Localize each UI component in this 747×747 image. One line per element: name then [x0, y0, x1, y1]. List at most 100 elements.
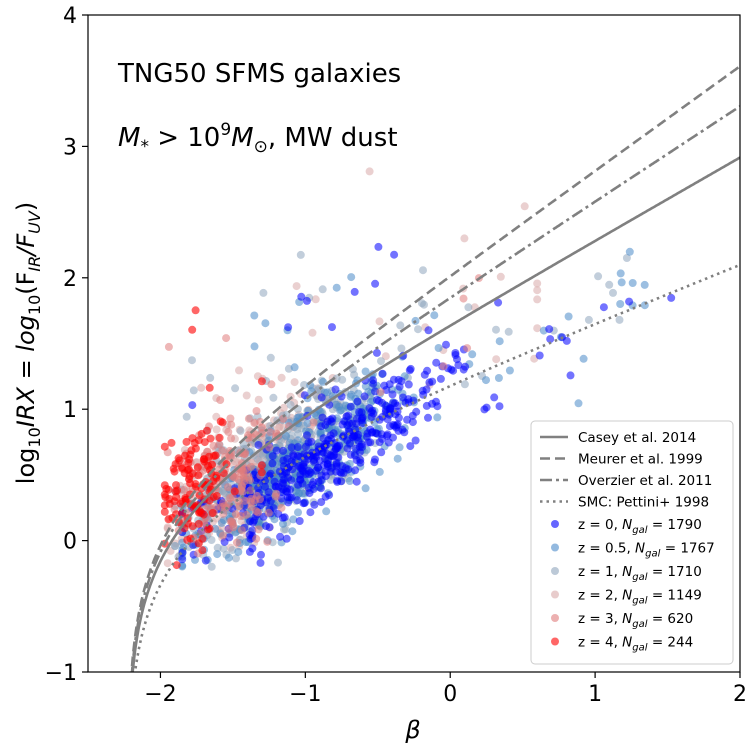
data-point	[420, 300, 428, 309]
y-tick-label: 1	[63, 398, 77, 423]
data-point	[330, 439, 339, 448]
data-point	[174, 454, 183, 463]
data-point	[272, 482, 281, 491]
data-point	[351, 425, 360, 434]
data-point	[396, 321, 405, 330]
y-tick-label: 4	[63, 4, 77, 29]
data-point	[667, 293, 676, 302]
data-point	[218, 446, 227, 455]
data-point	[495, 337, 504, 346]
data-point	[234, 547, 243, 556]
data-point	[335, 402, 343, 411]
data-point	[219, 509, 228, 518]
data-point	[496, 272, 505, 281]
data-point	[378, 369, 387, 378]
data-point	[204, 525, 212, 534]
data-point	[288, 527, 297, 536]
data-point	[254, 441, 263, 449]
data-point	[386, 403, 395, 412]
data-point	[397, 377, 406, 386]
data-point	[172, 481, 180, 490]
data-point	[308, 328, 317, 337]
data-point	[579, 354, 588, 363]
data-point	[295, 517, 304, 525]
y-tick-label: 3	[63, 135, 77, 160]
x-tick-label: −1	[289, 682, 321, 707]
data-point	[163, 559, 172, 568]
data-point	[404, 380, 413, 389]
legend-line-label: Casey et al. 2014	[578, 430, 696, 446]
data-point	[432, 358, 441, 367]
data-point	[411, 436, 420, 445]
data-point	[317, 498, 326, 507]
data-point	[365, 167, 374, 176]
data-point	[451, 349, 460, 357]
data-point	[212, 425, 221, 434]
data-point	[207, 562, 216, 571]
data-point	[205, 383, 214, 392]
data-point	[272, 446, 281, 455]
data-point	[208, 509, 217, 517]
data-point	[380, 381, 389, 390]
data-point	[266, 428, 275, 437]
data-point	[460, 234, 469, 243]
data-point	[235, 502, 244, 511]
data-point	[248, 526, 257, 535]
data-point	[284, 323, 293, 332]
data-point	[261, 319, 270, 328]
data-point	[383, 430, 392, 439]
data-point	[224, 427, 233, 436]
data-point	[254, 525, 263, 534]
relation-line	[133, 263, 740, 672]
data-point	[332, 467, 341, 476]
data-point	[188, 469, 197, 478]
data-point	[164, 342, 173, 351]
data-point	[318, 413, 327, 422]
data-point	[225, 452, 234, 461]
data-point	[320, 460, 328, 469]
data-point	[428, 377, 437, 386]
legend-marker	[551, 590, 559, 599]
data-point	[594, 272, 603, 281]
data-point	[290, 378, 299, 387]
data-point	[169, 464, 178, 473]
data-point	[395, 443, 404, 452]
data-point	[247, 462, 255, 471]
data-point	[309, 418, 318, 427]
data-point	[317, 422, 326, 431]
data-point	[237, 526, 246, 535]
data-point	[351, 444, 360, 453]
data-point	[277, 373, 286, 382]
data-point	[293, 452, 302, 461]
data-point	[209, 493, 218, 502]
data-point	[230, 487, 239, 496]
data-point	[482, 376, 490, 385]
data-point	[182, 437, 191, 446]
x-tick-label: 0	[443, 682, 457, 707]
data-point	[264, 508, 273, 517]
data-point	[326, 431, 335, 440]
data-point	[254, 455, 262, 464]
data-point	[533, 286, 542, 295]
data-point	[545, 325, 554, 334]
data-point	[167, 438, 176, 447]
data-point	[343, 436, 352, 445]
data-point	[330, 451, 339, 460]
data-point	[195, 491, 204, 500]
data-point	[283, 493, 292, 502]
data-point	[235, 475, 243, 484]
data-point	[375, 467, 384, 476]
data-point	[371, 279, 380, 288]
data-point	[609, 288, 617, 297]
data-point	[350, 287, 359, 296]
relation-lines	[130, 65, 740, 672]
data-point	[267, 380, 276, 389]
data-point	[599, 303, 608, 312]
data-point	[615, 315, 624, 324]
data-point	[213, 543, 222, 552]
data-point	[254, 484, 263, 493]
relation-line	[130, 105, 740, 672]
data-point	[347, 273, 356, 282]
data-point	[279, 456, 288, 465]
data-point	[388, 390, 397, 399]
